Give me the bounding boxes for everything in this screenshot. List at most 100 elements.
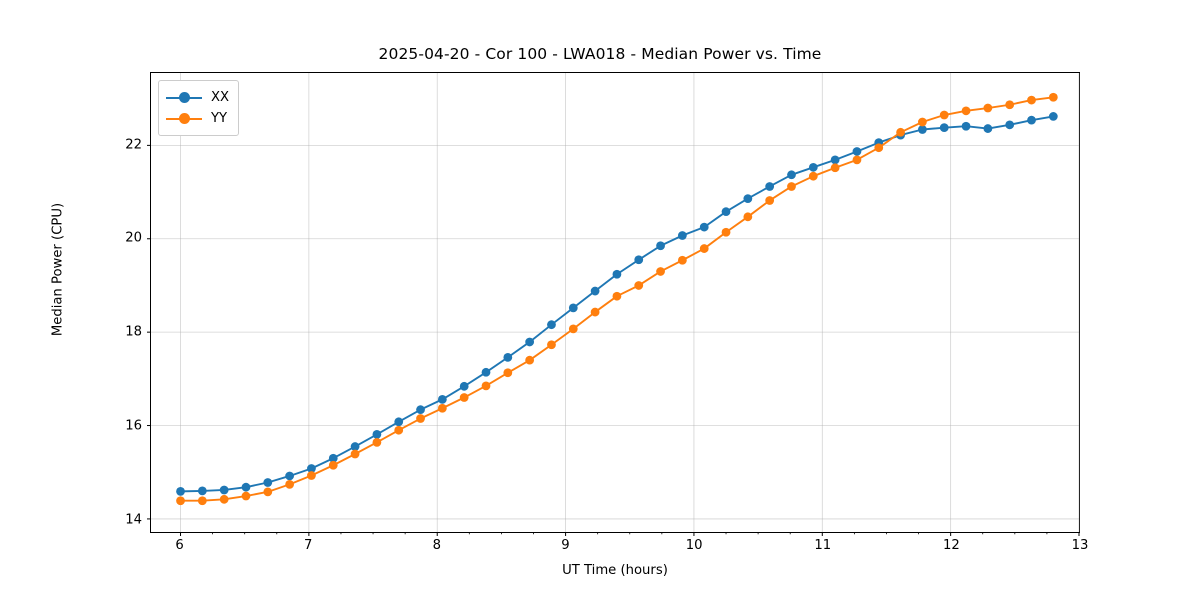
data-point <box>503 352 513 362</box>
data-point <box>481 367 491 377</box>
data-point <box>721 227 731 237</box>
data-point <box>394 417 404 427</box>
series-line-xx <box>179 115 1055 493</box>
data-point <box>612 291 622 301</box>
data-point <box>285 471 295 481</box>
legend-dot-yy <box>178 113 190 124</box>
data-point <box>787 170 796 180</box>
data-point <box>961 121 971 131</box>
x-tick-label: 12 <box>942 538 960 553</box>
series-yy <box>176 92 1058 506</box>
x-tick-label: 8 <box>432 538 442 553</box>
data-point <box>1005 100 1015 110</box>
data-point <box>503 368 513 378</box>
data-point <box>677 255 687 265</box>
y-tick-label: 20 <box>125 230 142 246</box>
data-point <box>263 487 273 497</box>
data-point <box>197 486 207 496</box>
y-tick-label: 22 <box>125 137 142 153</box>
x-tick-label: 9 <box>561 538 570 553</box>
legend-marker-yy <box>166 112 202 126</box>
data-point <box>176 486 185 496</box>
data-point <box>874 143 884 153</box>
data-point <box>459 393 469 402</box>
data-point <box>416 414 425 423</box>
data-series-layer <box>176 92 1058 506</box>
y-tick-label: 16 <box>125 418 142 434</box>
data-point <box>350 442 360 451</box>
x-tick-label: 7 <box>304 538 313 553</box>
legend-entry-xx[interactable]: XX <box>166 87 229 108</box>
data-point <box>285 479 295 489</box>
data-point <box>830 163 840 173</box>
y-axis-label: Median Power (CPU) <box>50 202 66 337</box>
data-point <box>939 123 949 133</box>
data-point <box>656 241 665 251</box>
x-tick-label: 13 <box>1071 538 1089 553</box>
data-point <box>568 324 578 334</box>
data-point <box>634 255 644 265</box>
data-point <box>677 231 687 240</box>
data-point <box>1027 115 1036 125</box>
data-point <box>307 464 316 473</box>
data-point <box>699 244 709 253</box>
data-point <box>983 124 993 133</box>
x-axis-label: UT Time (hours) <box>562 563 668 578</box>
data-point <box>590 286 600 296</box>
data-point <box>808 162 818 172</box>
data-point <box>481 381 491 391</box>
data-point <box>568 303 578 313</box>
legend-label-xx: XX <box>211 89 230 105</box>
data-point <box>1048 92 1058 102</box>
data-point <box>525 355 535 365</box>
grid-lines <box>147 73 1080 536</box>
data-point <box>1005 120 1015 130</box>
x-tick-label: 11 <box>814 538 832 553</box>
data-point <box>437 403 447 413</box>
legend-dot-xx <box>178 92 190 103</box>
data-point <box>765 196 775 205</box>
data-point <box>547 320 556 330</box>
data-point <box>918 117 927 127</box>
data-point <box>961 106 971 116</box>
data-point <box>1048 112 1058 121</box>
data-point <box>176 496 185 506</box>
data-point <box>896 127 905 137</box>
data-point <box>263 478 273 487</box>
data-point <box>372 430 382 439</box>
x-tick-label: 10 <box>685 538 703 553</box>
y-axis-tick-labels: 14 16 18 20 22 <box>96 72 142 533</box>
data-point <box>721 207 731 217</box>
data-point <box>416 405 425 415</box>
data-point <box>372 437 382 447</box>
data-point <box>219 485 229 495</box>
data-point <box>808 171 818 181</box>
legend[interactable]: XX YY <box>158 80 240 136</box>
y-tick-label: 14 <box>125 512 142 528</box>
data-point <box>634 281 644 290</box>
data-point <box>328 453 338 463</box>
data-point <box>525 337 535 347</box>
data-point <box>437 395 447 404</box>
data-point <box>590 307 600 317</box>
data-point <box>612 269 622 279</box>
y-tick-label: 18 <box>125 324 142 340</box>
data-point <box>983 103 993 113</box>
data-point <box>918 125 927 134</box>
plot-area <box>147 72 1080 536</box>
data-point <box>328 460 338 470</box>
x-tick-label: 6 <box>175 538 184 553</box>
data-point <box>1027 95 1036 105</box>
legend-entry-yy[interactable]: YY <box>166 108 229 129</box>
data-point <box>307 471 316 480</box>
data-point <box>241 491 251 501</box>
chart-title: 2025-04-20 - Cor 100 - LWA018 - Median P… <box>378 45 822 63</box>
data-point <box>394 425 404 435</box>
data-point <box>787 182 796 191</box>
legend-marker-xx <box>166 91 202 105</box>
x-axis-tick-labels: 6 7 8 9 10 11 12 13 <box>150 538 1088 560</box>
data-point <box>547 340 556 350</box>
data-point <box>699 222 709 232</box>
data-point <box>852 147 862 156</box>
